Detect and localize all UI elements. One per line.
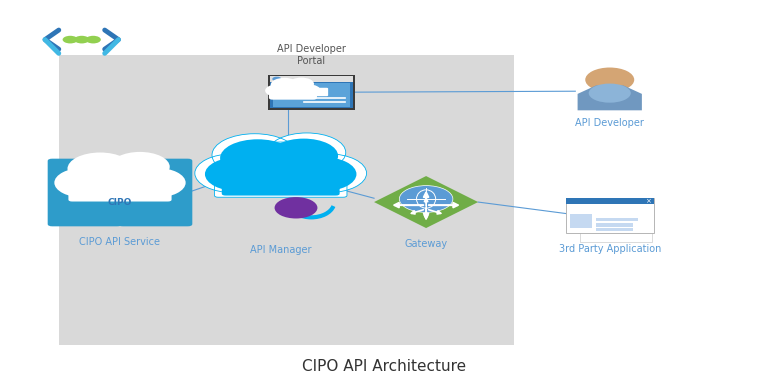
Circle shape — [220, 139, 296, 177]
Polygon shape — [374, 176, 478, 228]
Text: CIPO API Architecture: CIPO API Architecture — [302, 359, 466, 374]
FancyBboxPatch shape — [270, 76, 353, 82]
Circle shape — [289, 154, 366, 193]
Text: CIPO API Service: CIPO API Service — [80, 238, 161, 248]
Circle shape — [85, 36, 101, 44]
Text: Gateway: Gateway — [405, 239, 448, 249]
FancyBboxPatch shape — [311, 88, 328, 96]
FancyBboxPatch shape — [68, 181, 171, 201]
Circle shape — [268, 133, 346, 172]
Circle shape — [205, 157, 274, 191]
FancyBboxPatch shape — [118, 159, 192, 226]
FancyBboxPatch shape — [571, 214, 592, 228]
FancyBboxPatch shape — [580, 206, 652, 242]
Circle shape — [399, 186, 453, 213]
Text: API Developer
Portal: API Developer Portal — [277, 44, 346, 66]
Polygon shape — [578, 85, 642, 110]
Text: 3rd Party Application: 3rd Party Application — [558, 244, 661, 254]
Circle shape — [55, 168, 114, 198]
Text: API Manager: API Manager — [250, 245, 312, 255]
FancyBboxPatch shape — [596, 218, 638, 221]
Text: API Developer: API Developer — [575, 118, 644, 128]
Circle shape — [275, 197, 317, 219]
Text: ×: × — [644, 198, 650, 204]
Circle shape — [126, 168, 186, 198]
FancyBboxPatch shape — [48, 159, 122, 226]
Ellipse shape — [589, 84, 631, 103]
FancyBboxPatch shape — [268, 75, 355, 110]
Text: CIPO: CIPO — [108, 198, 132, 207]
FancyBboxPatch shape — [596, 228, 633, 231]
Circle shape — [240, 147, 322, 188]
FancyBboxPatch shape — [566, 198, 654, 204]
Circle shape — [212, 134, 297, 176]
Circle shape — [234, 142, 327, 189]
Circle shape — [74, 36, 89, 44]
Circle shape — [273, 77, 281, 81]
Circle shape — [63, 36, 78, 44]
FancyBboxPatch shape — [222, 172, 339, 196]
Circle shape — [84, 159, 156, 195]
FancyBboxPatch shape — [566, 198, 654, 233]
Circle shape — [585, 67, 634, 92]
Circle shape — [289, 77, 314, 90]
FancyBboxPatch shape — [596, 223, 633, 226]
FancyBboxPatch shape — [269, 89, 317, 100]
FancyBboxPatch shape — [59, 55, 514, 345]
Circle shape — [278, 80, 308, 95]
FancyBboxPatch shape — [270, 76, 353, 109]
FancyBboxPatch shape — [214, 171, 347, 197]
Circle shape — [195, 154, 273, 193]
Circle shape — [110, 152, 170, 182]
Circle shape — [270, 78, 298, 92]
Circle shape — [287, 157, 356, 191]
FancyBboxPatch shape — [273, 83, 349, 107]
Circle shape — [68, 152, 133, 185]
Circle shape — [296, 84, 321, 97]
Circle shape — [270, 139, 338, 173]
Circle shape — [265, 84, 290, 97]
